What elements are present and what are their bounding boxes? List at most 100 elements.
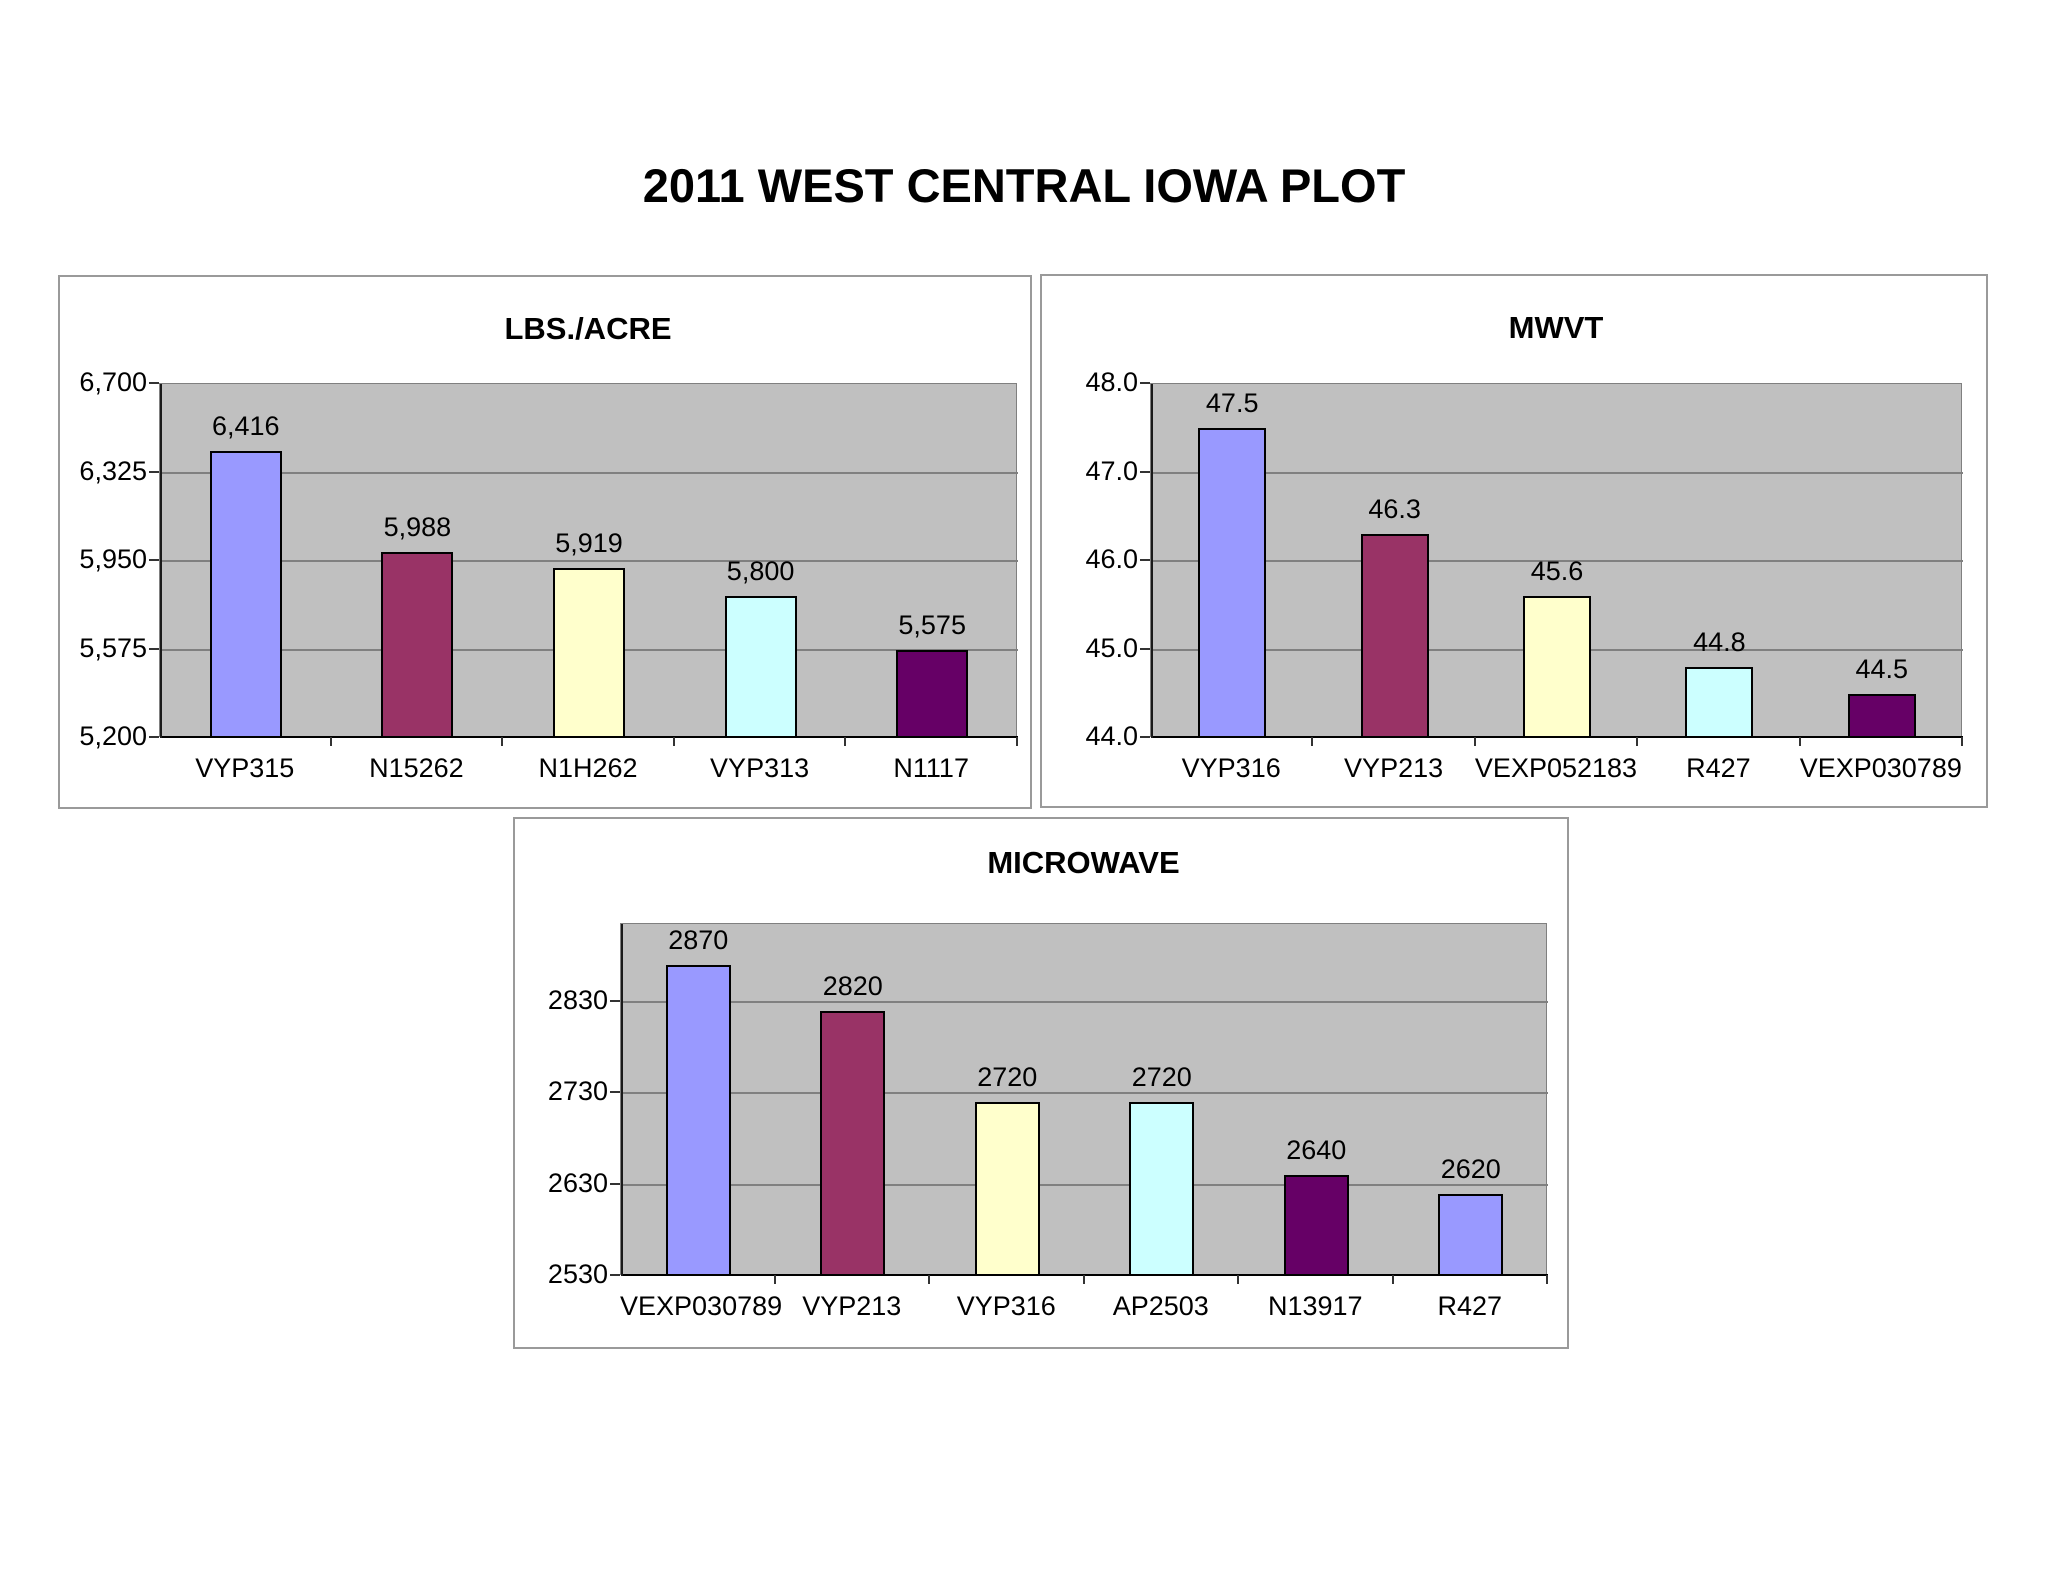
bar-value-label: 5,988: [383, 512, 452, 543]
bar-value-label: 2620: [1440, 1153, 1501, 1184]
y-tick-label: 2730: [547, 1076, 608, 1107]
x-category-label: VYP316: [1181, 753, 1281, 783]
x-category-label: R427: [1437, 1291, 1503, 1321]
chart-title-mwvt: MWVT: [1508, 310, 1604, 345]
y-tick-label: 5,575: [79, 632, 147, 663]
bar-value-label: 2640: [1286, 1135, 1347, 1166]
x-category-label: N15262: [369, 753, 464, 783]
plot-area-lbs-acre: 6,416 5,988 5,919 5,800 5,575: [159, 383, 1018, 738]
x-category-label: VYP213: [1344, 753, 1444, 783]
x-category-label: VYP313: [710, 753, 810, 783]
x-category-label: VYP316: [956, 1291, 1056, 1321]
y-tick-label: 2530: [547, 1259, 608, 1289]
y-tick-label: 2830: [547, 984, 608, 1015]
bar-value-label: 45.6: [1530, 556, 1584, 587]
bar-value-label: 2720: [977, 1062, 1038, 1093]
x-axis-line: [1151, 736, 1963, 738]
x-tick-mark: [773, 1275, 776, 1284]
plot-area-microwave: 2870 2820 2720 2720 2640 2620: [620, 923, 1548, 1276]
bar: [1129, 1102, 1195, 1276]
bar-value-label: 2720: [1131, 1062, 1192, 1093]
y-tick-mark: [610, 1091, 620, 1094]
bar-value-label: 5,919: [555, 528, 623, 559]
chart-title-microwave: MICROWAVE: [987, 845, 1180, 880]
bar-value-label: 2870: [668, 925, 729, 956]
gridline: [160, 560, 1018, 562]
x-tick-mark: [1237, 1275, 1239, 1284]
x-tick-mark: [1636, 737, 1639, 746]
bar: [1198, 428, 1267, 738]
y-tick-mark: [1140, 736, 1150, 738]
bar: [820, 1010, 886, 1276]
y-axis-line: [160, 384, 162, 738]
chart-title-lbs-acre: LBS./ACRE: [504, 311, 672, 346]
x-tick-mark: [1311, 737, 1314, 746]
y-tick-mark: [1140, 470, 1150, 473]
y-tick-mark: [149, 736, 159, 738]
bar: [724, 596, 797, 738]
y-tick-label: 5,200: [79, 721, 147, 751]
gridline: [621, 1000, 1548, 1003]
page-title: 2011 WEST CENTRAL IOWA PLOT: [642, 159, 1406, 212]
y-tick-mark: [149, 470, 159, 473]
x-tick-mark: [1391, 1275, 1394, 1284]
x-tick-mark: [928, 1275, 930, 1284]
y-tick-label: 46.0: [1085, 544, 1138, 574]
x-category-label: N1117: [893, 753, 969, 783]
bar-value-label: 5,800: [726, 556, 795, 587]
chart-panel-mwvt: MWVT 47.5 46.3 45.6 44.8 44.5 44.0 45.0 46.0 47…: [1040, 274, 1988, 808]
bar-value-label: 44.5: [1855, 653, 1909, 684]
x-category-label: VYP315: [195, 753, 295, 783]
y-tick-label: 6,700: [79, 367, 147, 397]
y-tick-mark: [1140, 647, 1150, 650]
bar: [1523, 596, 1591, 738]
x-tick-mark: [1016, 737, 1018, 746]
gridline: [1151, 471, 1963, 474]
chart-panel-microwave: MICROWAVE 2870 2820 2720 2720 2640 2620 2530 2…: [513, 817, 1569, 1349]
gridline: [621, 1092, 1548, 1095]
y-tick-mark: [149, 382, 159, 384]
y-tick-mark: [610, 1274, 620, 1276]
plot-area-mwvt: 47.5 46.3 45.6 44.8 44.5: [1150, 383, 1963, 738]
x-category-label: N13917: [1267, 1291, 1363, 1321]
y-tick-label: 45.0: [1085, 632, 1138, 663]
bar-value-label: 46.3: [1368, 494, 1421, 525]
bar-value-label: 47.5: [1205, 388, 1259, 419]
x-category-label: VEXP052183: [1474, 753, 1638, 783]
x-category-label: VYP213: [802, 1291, 902, 1321]
bar: [974, 1102, 1040, 1276]
y-tick-mark: [610, 999, 620, 1002]
bar: [1685, 667, 1754, 738]
gridline: [160, 471, 1018, 474]
y-tick-label: 5,950: [79, 544, 147, 574]
y-tick-label: 2630: [547, 1167, 608, 1198]
bar: [381, 552, 454, 738]
bar: [896, 649, 969, 738]
bar: [1847, 693, 1916, 738]
y-tick-mark: [1140, 382, 1150, 384]
x-tick-mark: [1473, 737, 1476, 746]
bar: [665, 965, 731, 1276]
x-category-label: VEXP030789: [620, 1291, 783, 1321]
gridline: [1151, 560, 1963, 562]
x-tick-mark: [1082, 1275, 1085, 1284]
x-tick-mark: [501, 737, 504, 746]
bar-value-label: 44.8: [1693, 627, 1746, 658]
y-tick-label: 48.0: [1085, 367, 1138, 397]
bar: [1283, 1175, 1349, 1276]
x-category-label: AP2503: [1112, 1291, 1209, 1321]
y-axis-line: [621, 924, 623, 1276]
bar: [553, 568, 625, 738]
x-axis-line: [621, 1274, 1548, 1276]
bar-value-label: 2820: [822, 970, 883, 1001]
x-tick-mark: [1546, 1275, 1548, 1284]
y-tick-label: 47.0: [1085, 455, 1138, 486]
y-tick-label: 44.0: [1085, 721, 1138, 751]
x-category-label: R427: [1686, 753, 1751, 783]
bar-value-label: 5,575: [898, 609, 966, 640]
bar-value-label: 6,416: [212, 411, 280, 442]
x-tick-mark: [1798, 737, 1801, 746]
x-category-label: VEXP030789: [1799, 753, 1962, 783]
bar: [1438, 1193, 1504, 1276]
bar: [209, 451, 282, 738]
